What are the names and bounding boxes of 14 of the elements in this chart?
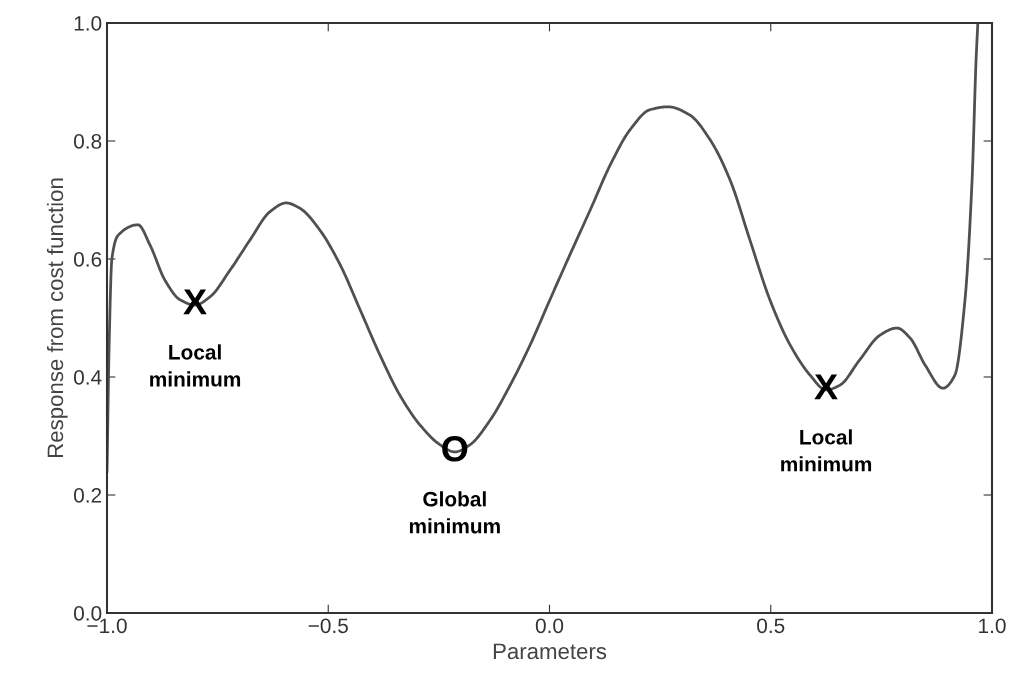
annotation: Local minimum (150, 344, 241, 387)
y-tick-label: 0.8 (73, 134, 102, 149)
x-axis-title: Parameters (493, 643, 607, 660)
annotation: Global minimum (409, 491, 500, 534)
x-tick-label: 0.5 (757, 618, 785, 634)
y-tick-label: 0.2 (73, 488, 102, 503)
x-tick-label: 0.0 (535, 618, 564, 634)
y-axis-title: Response from cost function (46, 178, 68, 457)
x-tick-label: −0.5 (308, 618, 348, 634)
x-tick-label: 1.0 (979, 618, 1006, 634)
annotation: Local minimum (781, 429, 872, 472)
y-tick-label: 0.6 (73, 252, 102, 267)
y-tick-label: 0.4 (73, 370, 102, 385)
y-tick-label: 1.0 (74, 16, 102, 31)
